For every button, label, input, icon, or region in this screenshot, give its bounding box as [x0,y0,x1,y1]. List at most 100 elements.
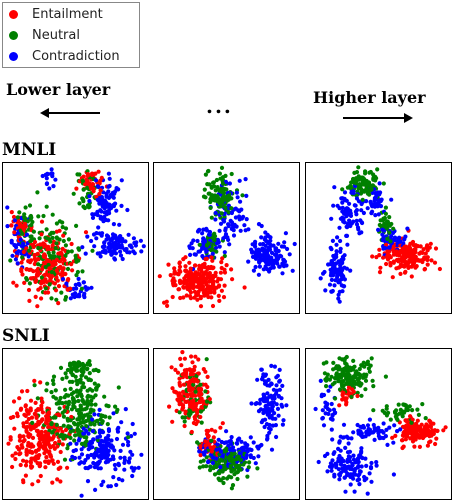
scatter-point-contradiction [109,445,115,450]
scatter-point-contradiction [364,430,370,435]
left-arrow-icon [40,108,100,118]
scatter-point-neutral [89,402,94,407]
panel-snli-lower [2,348,149,500]
scatter-point-entailment [377,270,383,275]
scatter-point-entailment [219,260,224,265]
scatter-point-contradiction [334,242,339,247]
scatter-point-entailment [406,246,411,251]
scatter-point-neutral [343,373,348,378]
scatter-point-entailment [178,383,183,388]
scatter-point-neutral [227,474,232,479]
scatter-point-neutral [61,414,66,419]
scatter-point-neutral [116,385,121,390]
scatter-point-entailment [221,295,227,300]
scatter-point-entailment [16,447,21,452]
scatter-point-neutral [180,415,185,420]
scatter-point-contradiction [106,171,111,176]
scatter-point-neutral [85,362,90,367]
scatter-point-neutral [44,204,49,209]
scatter-point-neutral [217,171,222,176]
scatter-point-neutral [199,420,204,425]
scatter-point-contradiction [216,437,221,442]
scatter-point-entailment [32,253,37,258]
scatter-point-entailment [55,444,60,449]
scatter-point-contradiction [95,449,100,454]
scatter-point-contradiction [120,256,125,262]
scatter-point-contradiction [77,294,82,299]
scatter-point-contradiction [118,455,123,460]
scatter-point-contradiction [204,249,209,254]
scatter-point-neutral [349,394,354,399]
scatter-point-contradiction [336,459,341,464]
scatter-point-neutral [371,384,376,389]
scatter-point-contradiction [376,227,381,232]
scatter-point-entailment [33,400,38,405]
scatter-point-neutral [341,383,346,388]
scatter-point-entailment [25,443,31,448]
scatter-point-contradiction [365,491,370,496]
scatter-point-neutral [80,178,85,183]
scatter-point-entailment [177,398,182,403]
scatter-point-neutral [29,238,34,243]
scatter-point-neutral [93,402,98,407]
scatter-point-entailment [65,465,70,470]
scatter-point-contradiction [348,268,353,273]
scatter-plot [313,354,448,496]
scatter-point-contradiction [229,226,234,231]
scatter-point-contradiction [98,254,103,259]
scatter-point-contradiction [265,391,270,396]
scatter-point-contradiction [351,219,356,224]
scatter-point-neutral [65,446,70,451]
scatter-point-neutral [373,178,378,183]
scatter-point-entailment [48,453,53,458]
scatter-point-contradiction [339,459,344,464]
scatter-point-contradiction [267,394,272,399]
scatter-point-neutral [206,241,211,246]
scatter-point-entailment [390,435,395,440]
scatter-point-contradiction [263,230,268,235]
scatter-point-contradiction [227,242,232,247]
scatter-point-entailment [85,179,90,184]
scatter-point-contradiction [334,465,339,470]
scatter-point-contradiction [89,238,94,244]
scatter-point-contradiction [100,204,105,209]
scatter-point-contradiction [368,199,373,204]
scatter-point-neutral [347,373,352,378]
scatter-point-neutral [47,237,52,242]
scatter-point-entailment [217,298,222,303]
scatter-point-contradiction [341,219,346,224]
scatter-point-entailment [196,371,201,376]
scatter-plot [157,165,297,309]
scatter-point-neutral [396,402,401,407]
scatter-point-contradiction [292,241,297,247]
scatter-point-contradiction [200,231,205,236]
scatter-point-entailment [196,393,202,398]
scatter-point-contradiction [374,460,379,465]
scatter-point-entailment [422,267,427,272]
scatter-point-neutral [8,258,13,263]
scatter-point-contradiction [14,250,19,255]
scatter-point-entailment [224,263,229,268]
scatter-point-entailment [188,266,193,271]
scatter-point-neutral [209,438,214,443]
scatter-point-contradiction [251,455,256,461]
scatter-point-contradiction [223,232,229,237]
scatter-point-entailment [429,258,434,263]
scatter-point-contradiction [330,413,335,418]
scatter-point-contradiction [97,200,103,205]
scatter-point-neutral [67,363,73,368]
scatter-point-neutral [329,374,334,379]
scatter-point-entailment [192,263,198,268]
scatter-point-entailment [409,254,414,259]
scatter-point-neutral [29,215,34,220]
scatter-point-contradiction [340,200,345,205]
scatter-point-contradiction [380,227,385,232]
scatter-point-contradiction [276,413,281,418]
scatter-point-neutral [204,399,210,404]
scatter-point-entailment [47,449,52,454]
scatter-point-entailment [40,417,45,422]
scatter-point-entailment [203,287,209,292]
scatter-point-contradiction [341,256,346,262]
scatter-point-contradiction [85,453,90,458]
scatter-point-contradiction [266,377,271,382]
